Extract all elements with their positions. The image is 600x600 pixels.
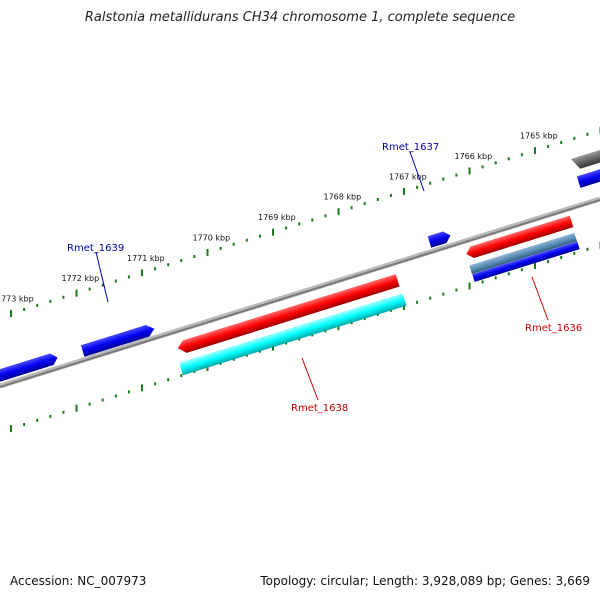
genome-backbone — [0, 196, 600, 389]
gene-label-rmet-1636[interactable]: Rmet_1636 — [525, 276, 582, 334]
gene-label-rmet-1637[interactable]: Rmet_1637 — [382, 142, 439, 192]
genome-summary-text: Topology: circular; Length: 3,928,089 bp… — [260, 574, 590, 588]
scale-tick-label: 1770 kbp — [193, 234, 231, 243]
gene-rmet-1635[interactable] — [576, 168, 600, 188]
scale-labels: 1765 kbp 1766 kbp 1767 kbp 1768 kbp 1769 kbp… — [0, 132, 558, 304]
gene-label-rmet-1639[interactable]: Rmet_1639 — [67, 243, 124, 303]
gene-label-text: Rmet_1638 — [291, 403, 348, 414]
scale-tick-label: 1765 kbp — [520, 132, 558, 141]
scale-tick-label: 1766 kbp — [455, 152, 493, 161]
scale-tick-label: 1767 kbp — [389, 172, 427, 181]
gene-label-text: Rmet_1637 — [382, 142, 439, 153]
scale-tick-label: 1773 kbp — [0, 295, 34, 304]
gene-rmet-1637[interactable] — [427, 230, 453, 248]
accession-text: Accession: NC_007973 — [10, 574, 147, 588]
gene-rmet-1638[interactable] — [176, 274, 400, 355]
gene-rmet-1634-partial[interactable] — [570, 148, 600, 171]
outer-dotted-ring — [10, 126, 600, 318]
map-title: Ralstonia metallidurans CH34 chromosome … — [84, 10, 516, 25]
scale-tick-label: 1771 kbp — [127, 254, 165, 263]
gene-label-text: Rmet_1639 — [67, 243, 124, 254]
scale-tick-label: 1769 kbp — [258, 213, 296, 222]
cds-rmet-1636[interactable] — [472, 241, 580, 282]
gene-rmet-1639[interactable] — [80, 323, 156, 357]
gene-rmet-1636[interactable] — [465, 215, 574, 260]
reverse-strand-genes — [176, 215, 580, 376]
gene-label-text: Rmet_1636 — [525, 323, 582, 334]
forward-strand-genes — [0, 148, 600, 383]
gene-rmet-1640[interactable] — [0, 352, 59, 383]
gene-label-rmet-1638[interactable]: Rmet_1638 — [291, 357, 348, 414]
scale-tick-label: 1772 kbp — [62, 274, 100, 283]
feature-rmet-1636-misc[interactable] — [469, 232, 577, 275]
cds-rmet-1638[interactable] — [179, 293, 407, 376]
scale-tick-label: 1768 kbp — [324, 193, 362, 202]
